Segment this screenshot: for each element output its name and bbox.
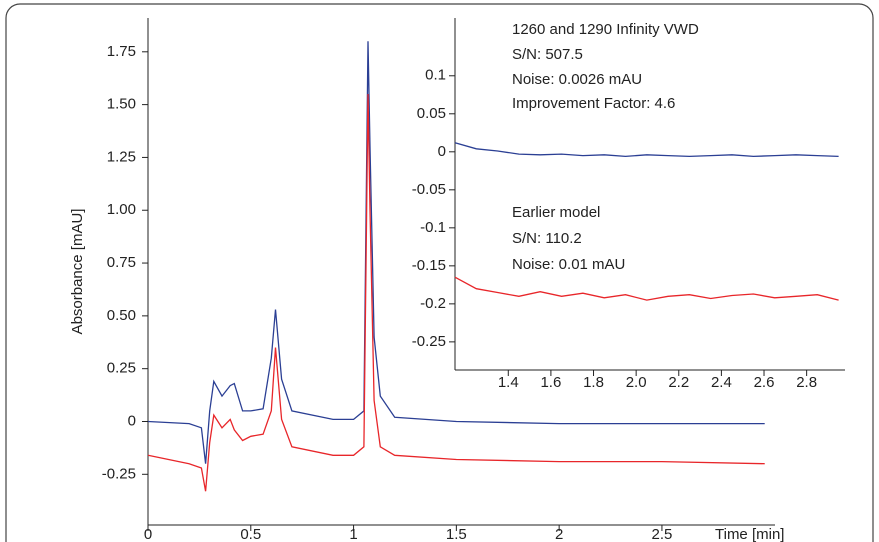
- x-tick-label: 2.6: [754, 374, 775, 391]
- data-line: [454, 276, 839, 301]
- y-tick-label: 1.75: [107, 43, 136, 60]
- data-line: [147, 93, 765, 492]
- x-tick-label: 0.5: [240, 526, 261, 542]
- annotation: Improvement Factor: 4.6: [512, 95, 675, 112]
- y-tick-label: -0.15: [412, 257, 446, 274]
- x-tick-label: 2: [555, 526, 563, 542]
- annotation: S/N: 507.5: [512, 46, 583, 63]
- x-tick-label: 0: [144, 526, 152, 542]
- frame: [5, 3, 874, 542]
- x-tick-label: 1: [349, 526, 357, 542]
- x-tick-label: 1.4: [498, 374, 519, 391]
- y-tick-label: 1.00: [107, 201, 136, 218]
- y-tick-label: 1.50: [107, 96, 136, 113]
- x-tick-label: 1.5: [446, 526, 467, 542]
- y-tick-label: 0.25: [107, 360, 136, 377]
- y-tick-label: -0.25: [102, 465, 136, 482]
- x-tick-label: 2.5: [652, 526, 673, 542]
- x-tick-label: 2.4: [711, 374, 732, 391]
- x-tick-label: 2.2: [668, 374, 689, 391]
- y-tick-label: -0.25: [412, 333, 446, 350]
- y-tick-label: 0.1: [425, 67, 446, 84]
- annotation: Noise: 0.0026 mAU: [512, 71, 642, 88]
- y-tick-label: -0.05: [412, 181, 446, 198]
- data-line: [147, 41, 765, 464]
- data-line: [454, 142, 839, 158]
- y-tick-label: 1.25: [107, 148, 136, 165]
- annotation: 1260 and 1290 Infinity VWD: [512, 21, 699, 38]
- x-axis-label: Time [min]: [715, 526, 784, 542]
- annotation: Noise: 0.01 mAU: [512, 256, 625, 273]
- y-tick-label: 0.05: [417, 105, 446, 122]
- x-tick-label: 2.0: [626, 374, 647, 391]
- x-tick-label: 2.8: [796, 374, 817, 391]
- y-tick-label: 0.75: [107, 254, 136, 271]
- y-tick-label: 0.50: [107, 307, 136, 324]
- y-tick-label: 0: [438, 143, 446, 160]
- y-axis-label: Absorbance [mAU]: [69, 209, 86, 335]
- y-tick-label: 0: [128, 412, 136, 429]
- x-tick-label: 1.6: [540, 374, 561, 391]
- y-tick-label: -0.1: [420, 219, 446, 236]
- annotation: S/N: 110.2: [512, 230, 582, 247]
- x-tick-label: 1.8: [583, 374, 604, 391]
- annotation: Earlier model: [512, 204, 600, 221]
- y-tick-label: -0.2: [420, 295, 446, 312]
